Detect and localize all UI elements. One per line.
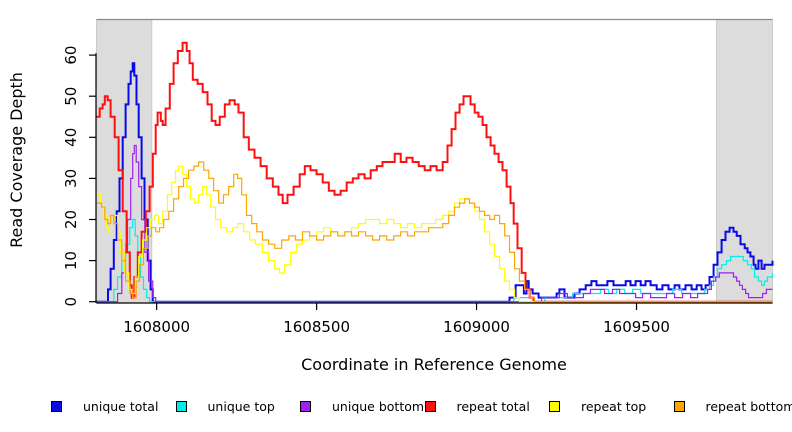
axes-layer: 1608000 1608500 1609000 1609500 0 10 20 30 40 50 6… xyxy=(62,46,773,336)
unique-total-swatch-icon xyxy=(51,401,62,412)
x-tick-label: 1609000 xyxy=(443,318,510,336)
repeat-top-swatch-icon xyxy=(549,401,560,412)
series-line-repeat-top xyxy=(96,165,773,303)
legend-item-unique-top: unique top xyxy=(175,399,301,414)
series-line-unique-total xyxy=(96,62,774,303)
y-tick-label: 30 xyxy=(62,169,80,188)
legend-item-repeat-total: repeat total xyxy=(424,399,550,414)
y-axis-title: Read Coverage Depth xyxy=(7,72,26,248)
y-tick-label: 20 xyxy=(62,210,80,229)
repeat-total-swatch-icon xyxy=(424,401,436,412)
x-tick-label: 1608000 xyxy=(123,318,190,336)
series-line-repeat-total xyxy=(96,41,773,303)
legend-label: unique bottom xyxy=(332,399,425,414)
series-line-unique-bottom xyxy=(96,144,773,303)
legend-label: repeat bottom xyxy=(705,399,792,414)
unique-bottom-swatch-icon xyxy=(300,401,311,412)
y-tick-label: 0 xyxy=(62,297,80,307)
legend-label: unique top xyxy=(207,399,275,414)
legend-item-unique-total: unique total xyxy=(51,399,176,414)
masked-region-right xyxy=(716,19,773,304)
x-tick-label: 1609500 xyxy=(603,318,670,336)
repeat-bottom-swatch-icon xyxy=(673,401,685,412)
unique-top-swatch-icon xyxy=(175,401,187,412)
masked-regions-layer xyxy=(96,19,773,304)
legend-label: unique total xyxy=(83,399,159,414)
legend-item-repeat-top: repeat top xyxy=(549,399,674,414)
y-tick-label: 60 xyxy=(62,46,80,65)
legend-item-repeat-bottom: repeat bottom xyxy=(673,399,792,414)
series-lines-layer xyxy=(96,41,774,303)
legend-label: repeat top xyxy=(581,399,647,414)
x-tick-label: 1608500 xyxy=(283,318,350,336)
legend: unique total unique top unique bottom re… xyxy=(51,399,792,414)
legend-label: repeat total xyxy=(456,399,530,414)
legend-item-unique-bottom: unique bottom xyxy=(300,399,425,414)
y-tick-label: 10 xyxy=(62,251,80,270)
x-axis-title: Coordinate in Reference Genome xyxy=(301,355,567,374)
series-line-repeat-bottom xyxy=(96,161,773,303)
y-tick-label: 40 xyxy=(62,128,80,147)
y-tick-label: 50 xyxy=(62,87,80,106)
